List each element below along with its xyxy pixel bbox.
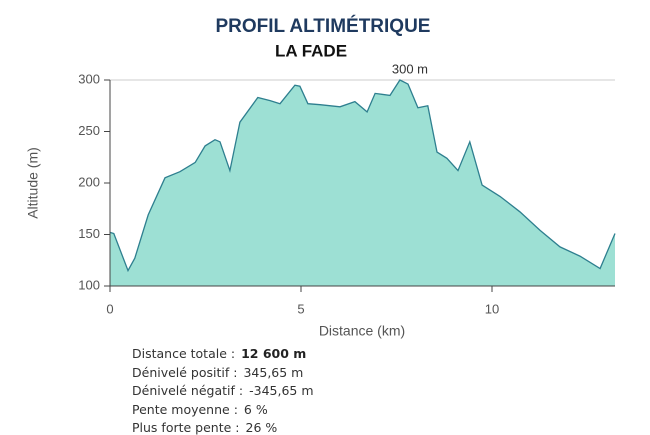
area-fill (110, 80, 615, 286)
stat-label: Dénivelé négatif : (132, 383, 244, 398)
stat-value: -345,65 m (249, 383, 314, 398)
stat-row: Distance totale : 12 600 m (132, 345, 314, 364)
x-tick-label: 0 (106, 301, 113, 316)
area-line (109, 79, 616, 273)
x-tick-label: 5 (297, 301, 304, 316)
y-axis-title: Altitude (m) (25, 147, 41, 219)
stat-label: Distance totale : (132, 346, 236, 361)
stat-label: Dénivelé positif : (132, 364, 238, 380)
chart-title: PROFIL ALTIMÉTRIQUE (216, 15, 431, 37)
stats: Distance totale :12 600 m Dénivelé positi… (132, 345, 314, 435)
stat-value: 26 % (245, 420, 278, 435)
stat-row: Pente moyenne : 6 % (132, 401, 314, 420)
stat-row: Dénivelé positif : 345,65 m (132, 364, 314, 383)
x-tick-label: 10 (485, 301, 499, 316)
chart-subtitle: LA FADE (275, 41, 347, 60)
x-axis-title: Distance (km) (319, 323, 405, 339)
y-tick-label: 200 (78, 174, 100, 189)
stat-label: Pente moyenne : (132, 401, 238, 417)
annotation: 300 m (392, 61, 428, 76)
chart: PROFIL ALTIMÉTRIQUE LA FADE Distance (km… (25, 15, 616, 339)
stat-row: Plus forte pente : 26 % (132, 419, 314, 435)
y-tick-label: 300 (78, 71, 100, 86)
y-tick-label: 150 (78, 226, 100, 241)
stat-row: Dénivelé négatif : -345,65 m (132, 382, 314, 401)
y-tick-label: 250 (78, 123, 100, 138)
stat-value: 345,65 m (243, 364, 304, 380)
stat-value: 12 600 m (241, 346, 307, 361)
y-tick-label: 100 (78, 277, 100, 292)
stat-value: 6 % (243, 401, 268, 417)
stat-label: Plus forte pente : (132, 420, 240, 435)
